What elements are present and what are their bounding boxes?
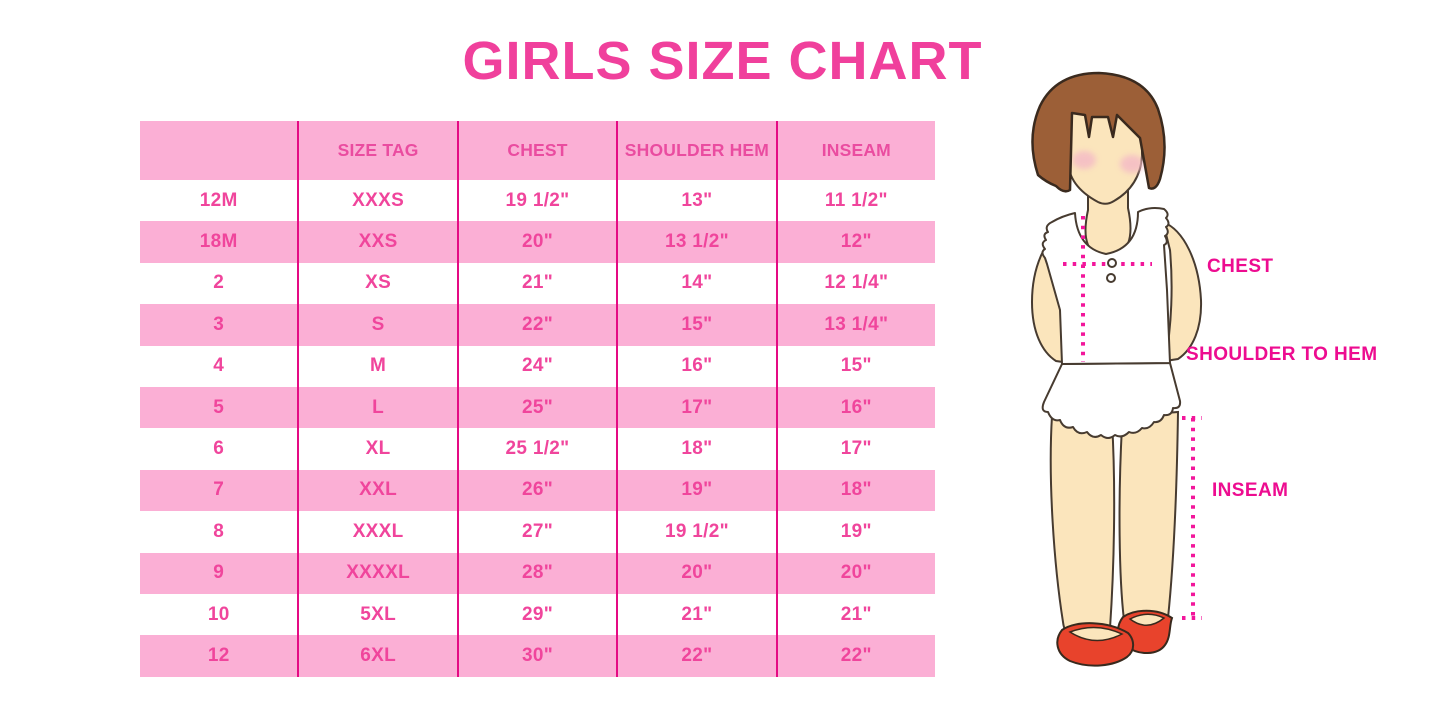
- table-cell: XXL: [297, 469, 456, 512]
- table-cell: XXXS: [297, 180, 456, 222]
- shoes: [1056, 609, 1174, 667]
- table-row: 7 XXL 26" 19" 18": [140, 469, 935, 512]
- table-cell: XXS: [297, 221, 456, 263]
- table-cell: 4: [213, 355, 225, 377]
- table-row: 18M XXS 20" 13 1/2" 12": [140, 221, 935, 263]
- table-cell: 11 1/2": [775, 180, 935, 222]
- table-cell: 6: [213, 438, 225, 460]
- table-row: 3 S 22" 15" 13 1/4": [140, 304, 935, 346]
- table-cell: 20": [616, 552, 775, 594]
- table-cell: 13 1/4": [775, 304, 935, 346]
- header-cell-size: [140, 121, 297, 180]
- table-cell: 22": [456, 304, 616, 346]
- skirt: [1041, 362, 1182, 439]
- table-row: 8 XXXL 27" 19 1/2" 19": [140, 511, 935, 553]
- table-cell: 12": [775, 221, 935, 263]
- table-cell: 16": [775, 386, 935, 429]
- table-cell: 24": [456, 345, 616, 387]
- table-cell: 21": [616, 593, 775, 636]
- table-cell: 13 1/2": [616, 221, 775, 263]
- table-cell: 21": [775, 593, 935, 636]
- table-cell: XXXL: [297, 511, 456, 553]
- table-cell: 17": [616, 386, 775, 429]
- table-cell: 29": [456, 593, 616, 636]
- page-title: GIRLS SIZE CHART: [462, 31, 983, 91]
- inseam-measure-line: [1182, 416, 1202, 620]
- table-cell: 7: [213, 479, 225, 501]
- table-cell: 16": [616, 345, 775, 387]
- table-cell: M: [297, 345, 456, 387]
- table-cell: 22": [616, 635, 775, 677]
- table-row: 5 L 25" 17" 16": [140, 386, 935, 429]
- table-cell: 28": [456, 552, 616, 594]
- inseam-label: INSEAM: [1212, 480, 1289, 501]
- header-cell-size-tag: SIZE TAG: [297, 121, 456, 180]
- table-cell: 21": [456, 262, 616, 305]
- table-cell: 19 1/2": [456, 180, 616, 222]
- table-row: 2 XS 21" 14" 12 1/4": [140, 262, 935, 305]
- table-cell: 20": [456, 221, 616, 263]
- table-cell: 18": [616, 428, 775, 470]
- table-cell: 9: [213, 562, 225, 584]
- table-cell: 12: [207, 644, 230, 666]
- size-table: SIZE TAG CHEST SHOULDER HEM INSEAM 12M XX…: [140, 121, 935, 677]
- table-cell: 15": [775, 345, 935, 387]
- table-cell: 22": [775, 635, 935, 677]
- table-cell: L: [297, 386, 456, 429]
- table-cell: XL: [297, 428, 456, 470]
- table-row: 4 M 24" 16" 15": [140, 345, 935, 387]
- table-cell: 18M: [199, 231, 238, 253]
- header-cell-inseam: INSEAM: [775, 121, 935, 180]
- size-table-body: 12M XXXS 19 1/2" 13" 11 1/2" 18M XXS 20" 13 1/2"…: [140, 180, 935, 677]
- table-cell: 19": [616, 469, 775, 512]
- table-cell: 15": [616, 304, 775, 346]
- table-cell: 5: [213, 396, 225, 418]
- table-cell: 14": [616, 262, 775, 305]
- table-header-row: SIZE TAG CHEST SHOULDER HEM INSEAM: [140, 121, 935, 180]
- hair: [1031, 71, 1166, 193]
- table-cell: XS: [297, 262, 456, 305]
- table-cell: 18": [775, 469, 935, 512]
- face: [1067, 107, 1143, 205]
- table-cell: 17": [775, 428, 935, 470]
- table-cell: 3: [213, 313, 225, 335]
- table-row: 12 6XL 30" 22" 22": [140, 635, 935, 677]
- table-cell: 25 1/2": [456, 428, 616, 470]
- table-row: 12M XXXS 19 1/2" 13" 11 1/2": [140, 180, 935, 222]
- table-cell: 5XL: [297, 593, 456, 636]
- table-cell: 30": [456, 635, 616, 677]
- header-cell-shoulder-hem: SHOULDER HEM: [616, 121, 775, 180]
- shoulder-to-hem-label: SHOULDER TO HEM: [1186, 344, 1378, 365]
- table-cell: S: [297, 304, 456, 346]
- chest-label: CHEST: [1207, 256, 1274, 277]
- table-cell: 6XL: [297, 635, 456, 677]
- header-cell-chest: CHEST: [456, 121, 616, 180]
- blush-cheeks: [1072, 151, 1144, 173]
- table-cell: 10: [207, 603, 230, 625]
- table-cell: 12M: [199, 189, 238, 211]
- shirt: [1041, 207, 1171, 365]
- table-cell: 13": [616, 180, 775, 222]
- table-cell: 25": [456, 386, 616, 429]
- table-cell: 12 1/4": [775, 262, 935, 305]
- girl-measurement-diagram: CHEST SHOULDER TO HEM INSEAM: [1000, 60, 1445, 723]
- table-cell: 27": [456, 511, 616, 553]
- table-row: 6 XL 25 1/2" 18" 17": [140, 428, 935, 470]
- table-row: 9 XXXXL 28" 20" 20": [140, 552, 935, 594]
- legs: [1049, 410, 1180, 636]
- girl-illustration: [1030, 71, 1203, 667]
- table-cell: 20": [775, 552, 935, 594]
- table-cell: 19": [775, 511, 935, 553]
- shirt-buttons: [1106, 258, 1117, 283]
- table-cell: XXXXL: [297, 552, 456, 594]
- table-cell: 26": [456, 469, 616, 512]
- table-cell: 19 1/2": [616, 511, 775, 553]
- table-cell: 8: [213, 520, 225, 542]
- table-cell: 2: [213, 272, 225, 294]
- table-row: 10 5XL 29" 21" 21": [140, 593, 935, 636]
